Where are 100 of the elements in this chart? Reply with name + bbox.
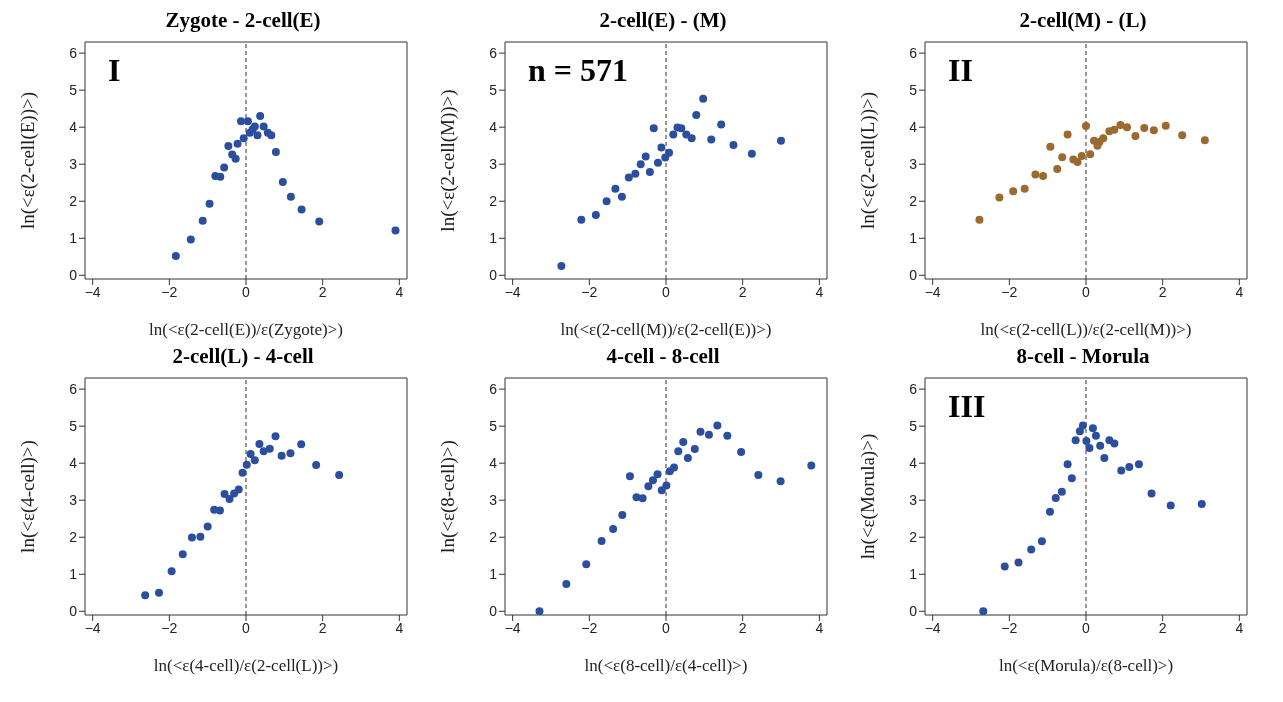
y-tick-label: 2 bbox=[489, 529, 498, 546]
point bbox=[662, 481, 671, 490]
point bbox=[1117, 466, 1126, 475]
point bbox=[1085, 443, 1094, 452]
point bbox=[682, 130, 691, 139]
point bbox=[1161, 121, 1170, 130]
y-tick-label: 1 bbox=[69, 230, 78, 247]
point bbox=[707, 135, 716, 144]
point bbox=[737, 448, 746, 457]
y-tick-label: 4 bbox=[489, 455, 498, 472]
y-tick-label: 0 bbox=[69, 603, 78, 620]
point bbox=[979, 607, 988, 615]
point bbox=[297, 205, 306, 214]
point bbox=[259, 122, 268, 131]
point bbox=[648, 476, 657, 485]
point bbox=[624, 173, 633, 182]
y-tick-label: 4 bbox=[69, 119, 78, 136]
point bbox=[692, 110, 701, 119]
point bbox=[220, 163, 229, 172]
point bbox=[1000, 562, 1009, 571]
annotation: I bbox=[108, 52, 121, 89]
point bbox=[239, 134, 248, 143]
point bbox=[617, 192, 626, 201]
point bbox=[1063, 130, 1072, 139]
y-tick-label: 6 bbox=[489, 381, 498, 398]
y-tick-label: 1 bbox=[69, 566, 78, 583]
x-tick-label: 2 bbox=[738, 283, 747, 300]
point bbox=[238, 468, 247, 477]
chart-title: 2-cell(E) - (M) bbox=[598, 8, 728, 34]
y-tick-label: 6 bbox=[489, 45, 498, 62]
point bbox=[777, 136, 785, 145]
x-axis-title: ln(<ε(8-cell)/ε(4-cell)>) bbox=[584, 656, 748, 675]
y-tick-label: 6 bbox=[69, 381, 78, 398]
point bbox=[1086, 150, 1095, 159]
chart-title: 2-cell(L) - 4-cell bbox=[171, 344, 315, 370]
y-tick-label: 3 bbox=[909, 156, 918, 173]
y-axis-title: ln(<ε(2-cell(E))>) bbox=[16, 91, 39, 230]
point bbox=[754, 471, 763, 480]
x-axis-title: ln(<ε(4-cell)/ε(2-cell(L))>) bbox=[153, 656, 339, 675]
x-tick-label: −4 bbox=[84, 619, 101, 636]
point bbox=[286, 449, 295, 458]
x-axis-title: ln(<ε(2-cell(M))/ε(2-cell(E))>) bbox=[560, 320, 772, 339]
annotation: II bbox=[948, 52, 973, 89]
point bbox=[535, 607, 544, 615]
point bbox=[187, 533, 196, 542]
point bbox=[591, 210, 600, 219]
point bbox=[286, 192, 295, 201]
point bbox=[1166, 501, 1175, 510]
point bbox=[641, 152, 650, 161]
point bbox=[645, 167, 654, 176]
annotation: n = 571 bbox=[528, 52, 629, 89]
y-tick-label: 4 bbox=[909, 455, 918, 472]
point bbox=[562, 579, 571, 588]
point bbox=[747, 149, 756, 158]
point bbox=[582, 560, 591, 569]
y-axis-title: ln(<ε(2-cell(L))>) bbox=[856, 91, 879, 230]
point bbox=[178, 550, 187, 559]
y-tick-label: 5 bbox=[69, 418, 78, 435]
y-axis-title: ln(<ε(Morula)>) bbox=[856, 433, 879, 560]
point bbox=[704, 430, 713, 439]
point bbox=[242, 460, 251, 469]
point bbox=[271, 432, 280, 441]
y-axis-title: ln(<ε(4-cell)>) bbox=[16, 440, 39, 553]
y-tick-label: 5 bbox=[909, 418, 918, 435]
y-tick-label: 3 bbox=[909, 492, 918, 509]
point bbox=[171, 252, 180, 261]
x-tick-label: 0 bbox=[662, 283, 671, 300]
y-tick-label: 0 bbox=[489, 603, 498, 620]
point bbox=[669, 130, 678, 139]
point bbox=[632, 493, 641, 502]
point bbox=[1134, 460, 1143, 469]
point bbox=[1123, 123, 1132, 132]
point bbox=[1009, 187, 1018, 196]
point bbox=[618, 511, 627, 520]
point bbox=[196, 532, 205, 541]
y-tick-label: 3 bbox=[489, 156, 498, 173]
y-tick-label: 4 bbox=[489, 119, 498, 136]
point bbox=[1051, 493, 1060, 502]
point bbox=[391, 226, 400, 235]
point bbox=[198, 216, 207, 225]
point bbox=[154, 588, 163, 597]
point bbox=[1131, 132, 1140, 141]
point bbox=[690, 445, 699, 454]
point bbox=[1046, 142, 1055, 151]
y-tick-label: 0 bbox=[489, 267, 498, 284]
y-tick-label: 0 bbox=[909, 603, 918, 620]
x-tick-label: 0 bbox=[242, 619, 251, 636]
x-tick-label: 4 bbox=[395, 283, 404, 300]
point bbox=[256, 112, 265, 121]
point bbox=[1110, 439, 1119, 448]
point bbox=[577, 215, 586, 224]
point bbox=[1039, 172, 1048, 181]
point bbox=[1200, 136, 1209, 145]
point bbox=[203, 522, 212, 531]
point bbox=[597, 536, 606, 545]
point bbox=[237, 117, 246, 126]
point bbox=[1053, 165, 1062, 174]
point bbox=[776, 477, 785, 486]
y-tick-label: 1 bbox=[489, 566, 498, 583]
point bbox=[315, 217, 324, 226]
